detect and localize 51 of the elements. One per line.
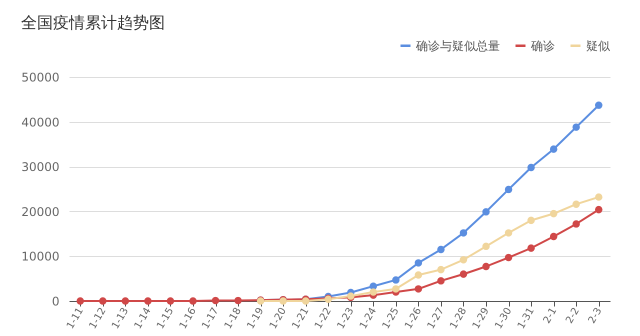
point xyxy=(482,242,490,250)
point xyxy=(460,256,468,264)
point xyxy=(482,208,490,216)
point xyxy=(99,297,107,305)
point xyxy=(527,216,535,224)
y-tick-label: 0 xyxy=(52,294,60,308)
point xyxy=(527,164,535,172)
point xyxy=(437,277,445,285)
point xyxy=(212,296,220,304)
point xyxy=(504,254,512,262)
point xyxy=(437,266,445,274)
point xyxy=(595,206,602,214)
y-tick-label: 10000 xyxy=(21,250,60,264)
legend-label: 疑似 xyxy=(586,38,610,53)
point xyxy=(504,229,512,237)
point xyxy=(595,193,602,201)
point xyxy=(572,200,580,208)
point xyxy=(166,297,174,305)
point xyxy=(234,296,242,304)
point xyxy=(414,259,422,267)
point xyxy=(414,285,422,293)
point xyxy=(504,186,512,194)
legend-label: 确诊 xyxy=(530,38,555,53)
point xyxy=(460,229,468,237)
point xyxy=(595,102,602,109)
point xyxy=(76,297,84,305)
point xyxy=(550,210,558,218)
point xyxy=(370,288,378,296)
point xyxy=(527,244,535,252)
point xyxy=(122,297,130,305)
point xyxy=(550,232,558,240)
point xyxy=(572,123,580,131)
x-tick-label: 2-3 xyxy=(586,306,604,326)
point xyxy=(572,220,580,228)
y-tick-label: 30000 xyxy=(21,160,60,174)
x-tick-label: 2-2 xyxy=(564,306,582,326)
point xyxy=(144,297,152,305)
chart-title: 全国疫情累计趋势图 xyxy=(20,13,165,32)
y-tick-label: 20000 xyxy=(21,204,60,219)
point xyxy=(437,246,445,254)
point xyxy=(414,271,422,279)
y-tick-label: 40000 xyxy=(21,115,60,130)
point xyxy=(550,145,558,153)
x-tick-label: 2-1 xyxy=(542,306,560,326)
y-tick-label: 50000 xyxy=(21,70,60,84)
legend-label: 确诊与疑似总量 xyxy=(415,38,500,53)
point xyxy=(460,270,468,278)
point xyxy=(189,297,197,305)
point xyxy=(482,262,490,270)
point xyxy=(392,285,400,293)
point xyxy=(392,276,400,284)
